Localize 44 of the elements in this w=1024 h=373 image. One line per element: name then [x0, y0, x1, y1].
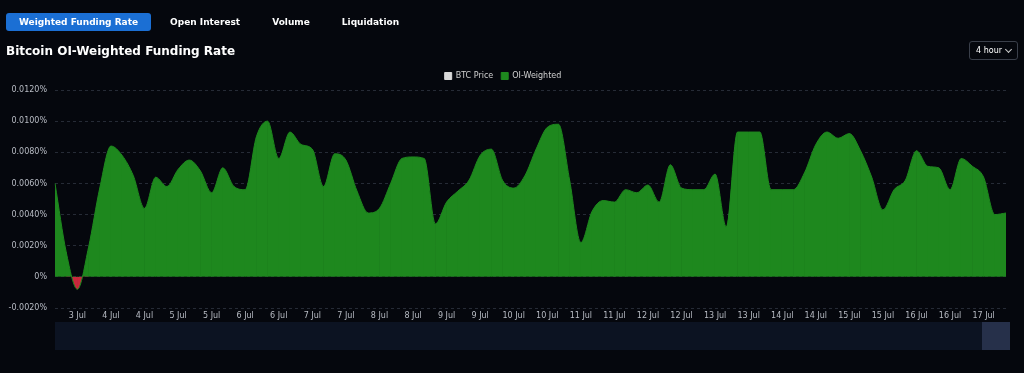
x-tick-label: 5 Jul	[202, 310, 221, 320]
text: Volume	[271, 16, 311, 29]
y-tick-label: 0%	[34, 271, 48, 281]
text: Open Interest	[169, 16, 242, 29]
x-tick-label: 5 Jul	[169, 310, 187, 320]
x-tick-label: 11 Jul	[603, 310, 626, 320]
x-tick-label: 12 Jul	[670, 310, 693, 320]
x-tick-label: 14 Jul	[804, 310, 827, 320]
x-tick-label: 15 Jul	[838, 310, 861, 320]
x-tick-label: 16 Jul	[905, 310, 928, 320]
x-tick-label: 4 Jul	[102, 310, 120, 320]
y-tick-label: -0.0020%	[8, 303, 48, 313]
x-tick-label: 13 Jul	[737, 310, 760, 320]
x-tick-label: 8 Jul	[404, 310, 422, 320]
y-tick-label: 0.0040%	[11, 209, 48, 219]
text: Weighted Funding Rate	[6, 13, 152, 31]
y-tick-label: 0.0060%	[11, 178, 48, 188]
x-tick-label: 11 Jul	[569, 310, 593, 320]
x-tick-label: 17 Jul	[972, 310, 995, 320]
y-tick-label: 0.0080%	[11, 147, 48, 157]
x-tick-label: 6 Jul	[236, 310, 254, 320]
y-tick-label: 0.0120%	[11, 85, 48, 95]
y-tick-label: 0.0100%	[11, 116, 48, 126]
x-tick-label: 9 Jul	[471, 310, 489, 320]
x-tick-label: 14 Jul	[771, 310, 794, 320]
legend-label: OI-Weighted	[512, 71, 562, 81]
x-tick-label: 16 Jul	[938, 310, 962, 320]
x-tick-label: 10 Jul	[536, 310, 559, 320]
x-tick-label: 7 Jul	[303, 310, 321, 320]
x-tick-label: 3 Jul	[68, 310, 87, 320]
x-tick-label: 13 Jul	[703, 310, 727, 320]
chart-title: Bitcoin OI-Weighted Funding Rate	[6, 44, 236, 58]
x-tick-label: 9 Jul	[437, 310, 456, 320]
text: 4 hour	[976, 46, 1002, 55]
x-tick-label: 6 Jul	[270, 310, 288, 320]
x-tick-label: 8 Jul	[370, 310, 389, 320]
x-tick-label: 12 Jul	[636, 310, 660, 320]
y-tick-label: 0.0020%	[11, 240, 48, 250]
legend-label: BTC Price	[455, 71, 494, 81]
x-tick-label: 7 Jul	[337, 310, 355, 320]
x-tick-label: 10 Jul	[502, 310, 525, 320]
text: Liquidation	[340, 16, 401, 29]
x-tick-label: 4 Jul	[135, 310, 154, 320]
x-tick-label: 15 Jul	[871, 310, 895, 320]
